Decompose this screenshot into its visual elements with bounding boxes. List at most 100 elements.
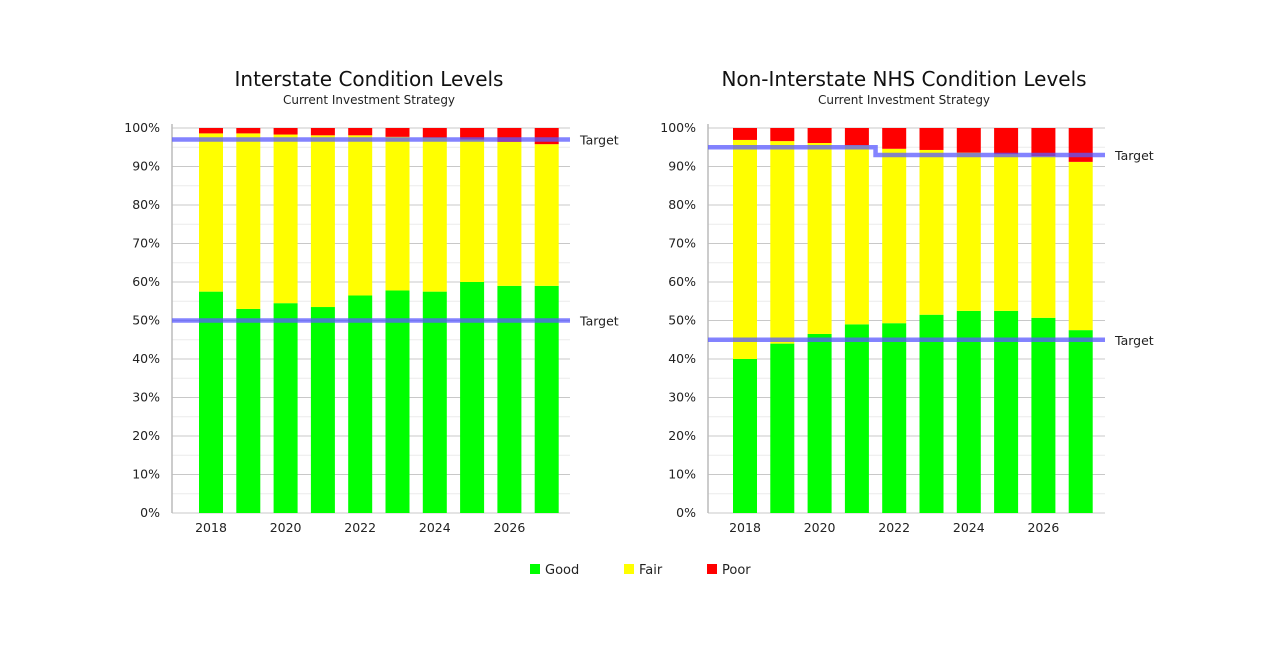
y-tick-label: 40% — [668, 351, 696, 366]
bar-poor — [733, 128, 757, 140]
bar-fair — [1068, 161, 1093, 331]
bar-fair — [770, 141, 795, 344]
y-tick-label: 100% — [124, 120, 160, 135]
bar-poor — [994, 128, 1019, 155]
bar-fair — [882, 148, 907, 324]
bar-fair — [844, 145, 869, 325]
bar-poor — [348, 128, 373, 136]
bar-good — [348, 295, 373, 513]
y-tick-label: 50% — [668, 313, 696, 328]
bar-good — [497, 285, 522, 513]
target-line — [708, 145, 1105, 158]
bar-fair — [236, 133, 261, 309]
chart-1: Interstate Condition Levels Current Inves… — [124, 67, 619, 535]
y-tick-label: 70% — [132, 236, 160, 251]
chart-title: Interstate Condition Levels — [235, 67, 504, 91]
y-tick-label: 20% — [668, 428, 696, 443]
bar-good — [199, 291, 223, 513]
y-tick-label: 60% — [668, 274, 696, 289]
y-tick-label: 20% — [132, 428, 160, 443]
bar-poor — [199, 128, 223, 134]
y-tick-label: 0% — [140, 505, 160, 520]
bar-poor — [422, 128, 447, 138]
chart-2: Non-Interstate NHS Condition Levels Curre… — [660, 67, 1154, 535]
target-label: Target — [579, 314, 619, 329]
x-tick-label: 2024 — [953, 520, 985, 535]
bar-poor — [273, 128, 298, 135]
bar-fair — [385, 136, 410, 291]
bar-good — [882, 323, 907, 513]
bar-fair — [807, 143, 832, 334]
x-tick-label: 2020 — [804, 520, 836, 535]
x-tick-label: 2018 — [729, 520, 761, 535]
legend-label: Fair — [639, 563, 663, 578]
y-tick-label: 50% — [132, 313, 160, 328]
bar-good — [807, 333, 832, 513]
bar-poor — [460, 128, 485, 140]
x-tick-label: 2024 — [419, 520, 451, 535]
y-tick-label: 30% — [132, 390, 160, 405]
bar-fair — [534, 144, 559, 286]
chart-subtitle: Current Investment Strategy — [283, 93, 455, 107]
bar-fair — [919, 149, 944, 315]
bar-good — [236, 308, 261, 513]
y-tick-label: 40% — [132, 351, 160, 366]
x-tick-label: 2022 — [344, 520, 376, 535]
bar-good — [385, 290, 410, 513]
bar-fair — [273, 134, 298, 304]
bar-fair — [497, 141, 522, 286]
bar-poor — [310, 128, 335, 136]
bar-good — [310, 307, 335, 513]
y-tick-label: 90% — [132, 159, 160, 174]
bar-fair — [733, 139, 757, 359]
bar-poor — [844, 128, 869, 146]
bar-poor — [807, 128, 832, 144]
bar-fair — [199, 133, 223, 292]
bar-fair — [1031, 156, 1056, 318]
bar-good — [994, 310, 1019, 513]
x-tick-label: 2026 — [1027, 520, 1059, 535]
y-tick-label: 10% — [668, 467, 696, 482]
bar-fair — [956, 152, 981, 311]
y-tick-label: 60% — [132, 274, 160, 289]
target-label: Target — [579, 133, 619, 148]
bar-good — [273, 303, 298, 513]
bar-fair — [310, 135, 335, 308]
bar-good — [1031, 317, 1056, 513]
bar-poor — [236, 128, 261, 134]
legend: Good Fair Poor — [530, 563, 751, 578]
y-tick-label: 100% — [660, 120, 696, 135]
bar-good — [460, 282, 485, 513]
legend-swatch-good — [530, 564, 540, 574]
bar-poor — [956, 128, 981, 153]
bar-good — [844, 324, 869, 513]
target-label: Target — [1114, 148, 1154, 163]
legend-label: Good — [545, 563, 579, 578]
bar-good — [422, 291, 447, 513]
bar-fair — [348, 135, 373, 296]
y-tick-label: 90% — [668, 159, 696, 174]
bar-good — [919, 314, 944, 513]
chart-subtitle: Current Investment Strategy — [818, 93, 990, 107]
bar-good — [770, 343, 795, 513]
bar-poor — [385, 128, 410, 137]
y-tick-label: 30% — [668, 390, 696, 405]
x-tick-label: 2022 — [878, 520, 910, 535]
y-tick-label: 80% — [132, 197, 160, 212]
bar-fair — [422, 137, 447, 292]
y-tick-label: 10% — [132, 467, 160, 482]
chart-title: Non-Interstate NHS Condition Levels — [721, 67, 1086, 91]
bar-good — [733, 359, 757, 513]
x-tick-label: 2018 — [195, 520, 227, 535]
y-tick-label: 80% — [668, 197, 696, 212]
bar-poor — [1031, 128, 1056, 157]
bar-fair — [994, 154, 1019, 311]
legend-label: Poor — [722, 563, 751, 578]
y-tick-label: 0% — [676, 505, 696, 520]
x-tick-label: 2026 — [493, 520, 525, 535]
bar-fair — [460, 139, 485, 282]
bar-poor — [919, 128, 944, 150]
legend-swatch-poor — [707, 564, 717, 574]
bar-good — [1068, 330, 1093, 513]
